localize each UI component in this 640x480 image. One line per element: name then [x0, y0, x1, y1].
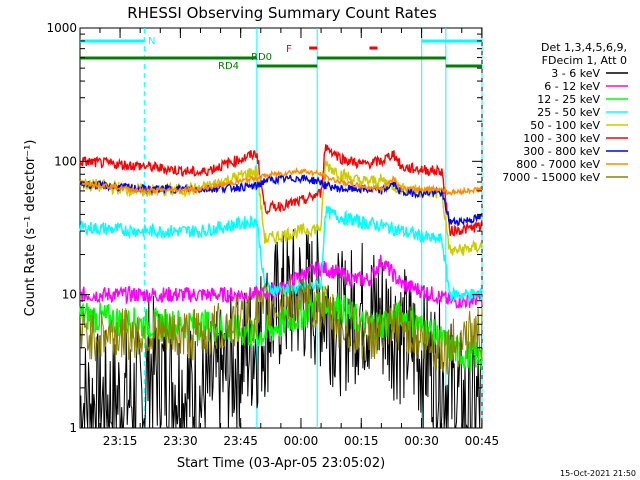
- legend: Det 1,3,4,5,6,9,FDecim 1, Att 03 - 6 keV…: [502, 41, 628, 184]
- chart-title: RHESSI Observing Summary Count Rates: [127, 4, 437, 22]
- legend-label-1: 6 - 12 keV: [544, 80, 600, 93]
- flag-label-rd4: RD4: [218, 61, 239, 72]
- legend-label-8: 7000 - 15000 keV: [502, 171, 600, 184]
- flag-label-f: F: [286, 44, 292, 55]
- y-tick-label-3: 1000: [46, 21, 77, 35]
- x-tick-label-1: 23:30: [163, 434, 198, 448]
- y-tick-label-2: 100: [54, 154, 77, 168]
- series-line-1: [79, 254, 483, 309]
- x-tick-label-0: 23:15: [103, 434, 138, 448]
- y-tick-label-0: 1: [69, 421, 77, 435]
- series-line-5: [79, 144, 483, 237]
- legend-label-0: 3 - 6 keV: [551, 67, 600, 80]
- legend-label-2: 12 - 25 keV: [537, 93, 600, 106]
- legend-label-4: 50 - 100 keV: [530, 119, 600, 132]
- y-axis-label: Count Rate (s⁻¹ detector⁻¹): [23, 140, 38, 317]
- footer-date: 15-Oct-2021 21:50: [560, 469, 636, 478]
- x-tick-label-5: 00:30: [404, 434, 439, 448]
- axis-ticks: 1 10 100 1000 23:15 23:30 23:45 00:00 00:15 00:30…: [46, 21, 499, 448]
- legend-label-5: 100 - 300 keV: [523, 132, 600, 145]
- legend-label-6: 300 - 800 keV: [523, 145, 600, 158]
- flag-bars: N F RD0 RD4: [80, 36, 482, 72]
- x-tick-label-3: 00:00: [284, 434, 319, 448]
- legend-label-3: 25 - 50 keV: [537, 106, 600, 119]
- flag-label-rd0: RD0: [251, 52, 272, 63]
- series-line-8: [79, 275, 483, 375]
- legend-header-line-0: Det 1,3,4,5,6,9,: [541, 41, 627, 54]
- series-line-7: [79, 166, 483, 196]
- series-line-3: [79, 205, 483, 303]
- series-line-2: [79, 285, 483, 372]
- legend-label-7: 800 - 7000 keV: [516, 158, 600, 171]
- x-axis-label: Start Time (03-Apr-05 23:05:02): [177, 456, 385, 471]
- x-tick-label-2: 23:45: [223, 434, 258, 448]
- x-tick-label-6: 00:45: [465, 434, 500, 448]
- x-tick-label-4: 00:15: [344, 434, 379, 448]
- y-tick-label-1: 10: [62, 288, 77, 302]
- legend-header-line-1: FDecim 1, Att 0: [542, 54, 627, 67]
- series-layer: [79, 144, 483, 429]
- flag-label-n: N: [148, 36, 155, 47]
